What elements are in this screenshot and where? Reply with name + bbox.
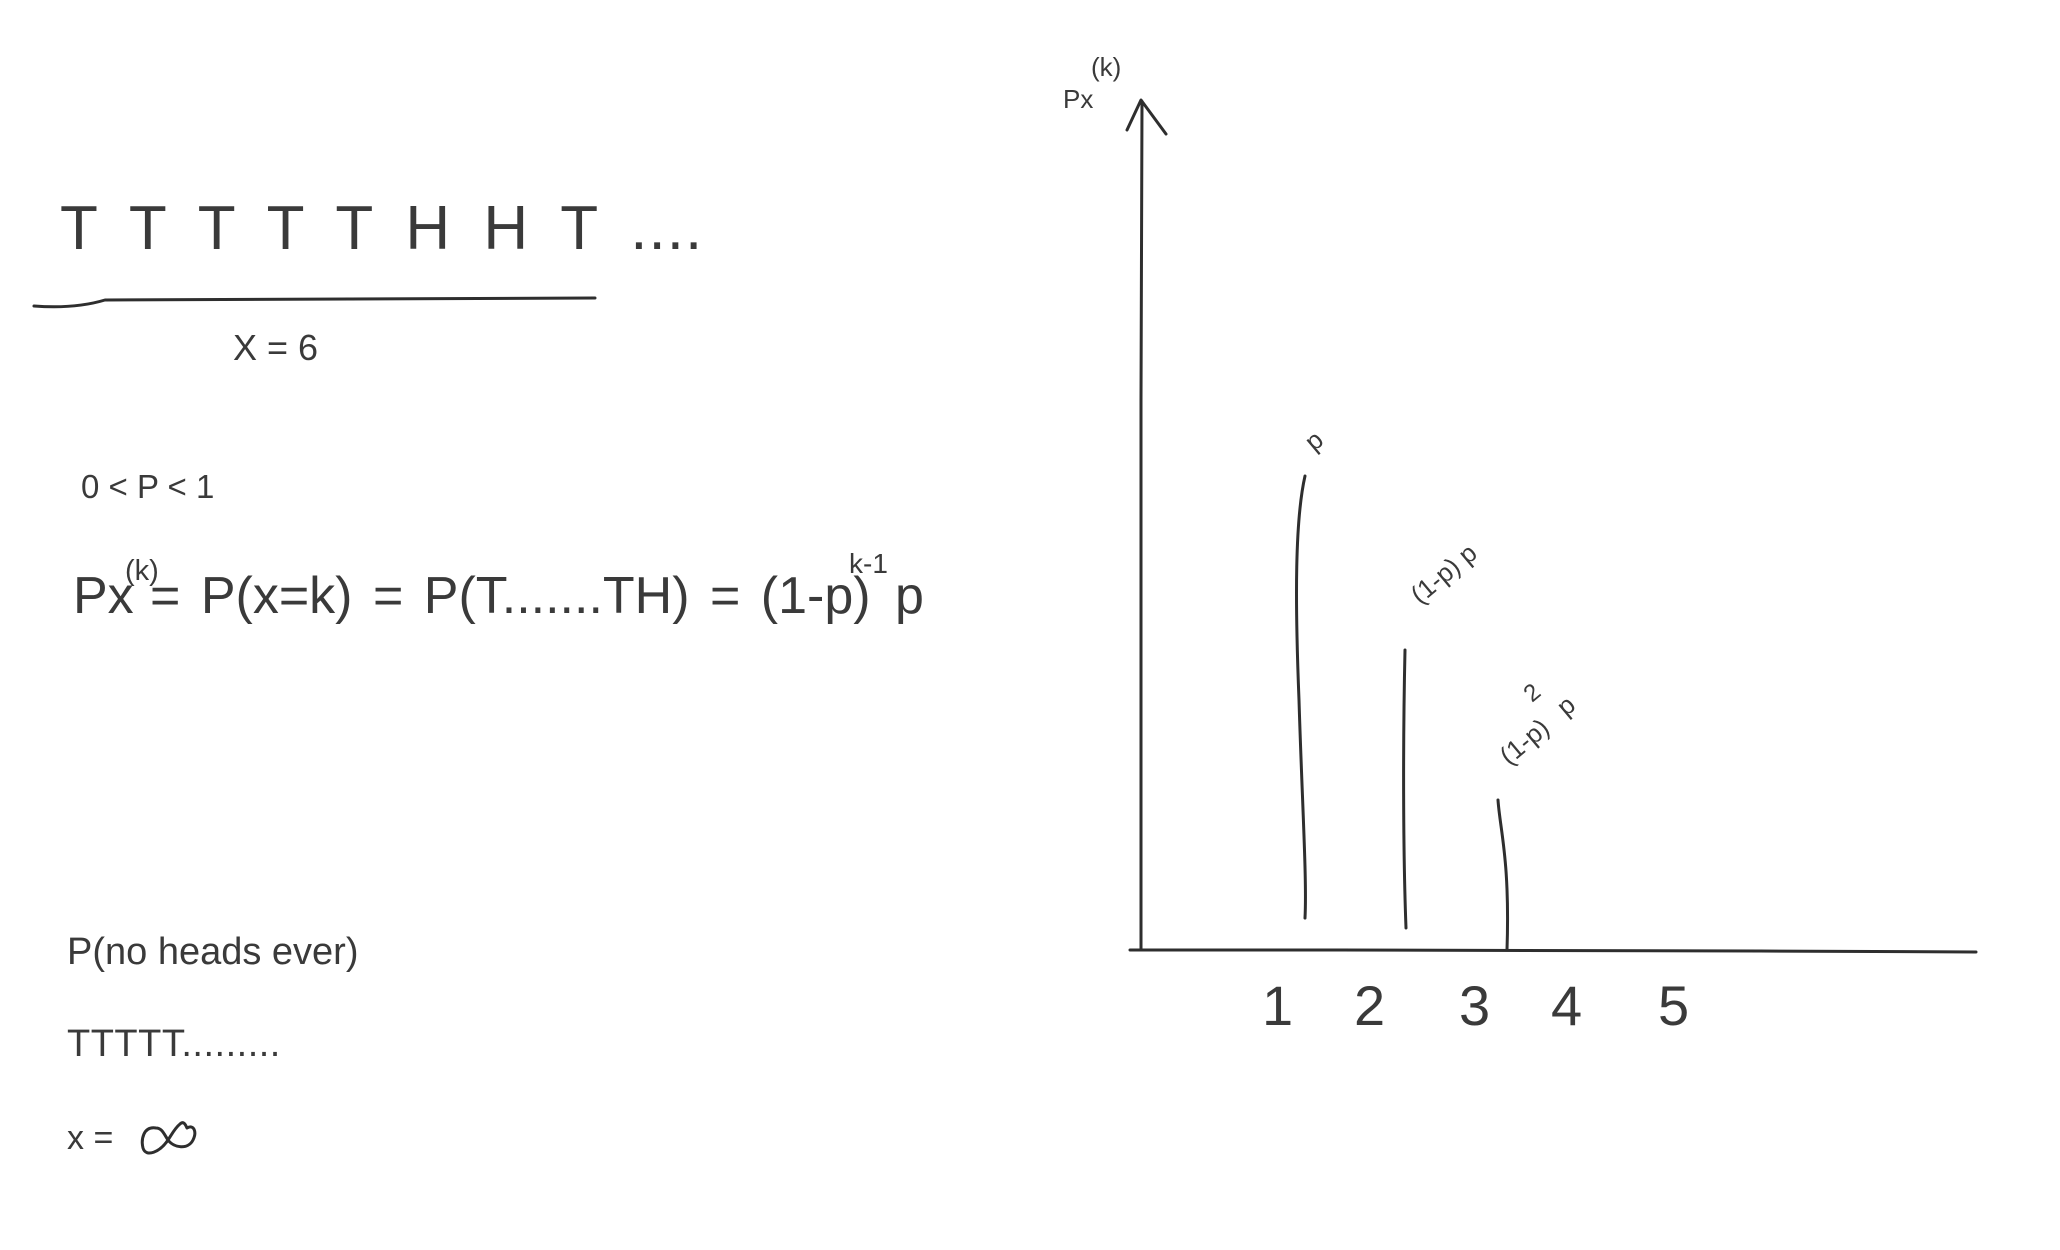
bar-label-k3-p: p [1551,689,1581,721]
x-equals-infinity-label: x = [67,1119,114,1157]
sequence-underline [32,296,597,309]
probability-range: 0 < P < 1 [81,468,215,505]
x-tick-label: 4 [1551,974,1582,1037]
pmf-exponent: k-1 [849,548,888,579]
bar-k2 [1402,648,1408,930]
pmf-equation: = P(x=k) = P(T.......TH) = (1-p) [150,567,871,625]
y-axis-label-sup: (k) [1091,52,1121,82]
pmf-trailing-p: p [895,567,924,625]
bar-label-k3-base: (1-p) [1494,712,1555,770]
bar-label-k3-exponent: 2 [1519,678,1547,707]
x-tick-label: 5 [1658,974,1689,1037]
bar-k3 [1496,798,1510,952]
infinity-symbol-icon [140,1121,197,1155]
x-tick-label: 1 [1262,974,1293,1037]
tails-sequence: TTTTT......... [67,1023,281,1065]
x-tick-label: 2 [1354,974,1385,1037]
coin-toss-sequence: T T T T T H H T .... [60,194,704,263]
pmf-lhs: Px [73,567,134,625]
y-axis-label: Px [1063,84,1093,114]
pmf-lhs-superscript: (k) [125,555,159,587]
no-heads-probability: P(no heads ever) [67,931,359,973]
y-axis [1139,100,1144,952]
y-axis-arrowhead [1125,98,1168,136]
bar-label-k1: p [1299,424,1329,456]
x-axis [1128,948,1978,954]
bar-k1 [1295,474,1307,920]
bar-label-k2: (1-p) p [1405,537,1483,609]
x-tick-label: 3 [1459,974,1490,1037]
x-equals-six: X = 6 [233,327,319,368]
